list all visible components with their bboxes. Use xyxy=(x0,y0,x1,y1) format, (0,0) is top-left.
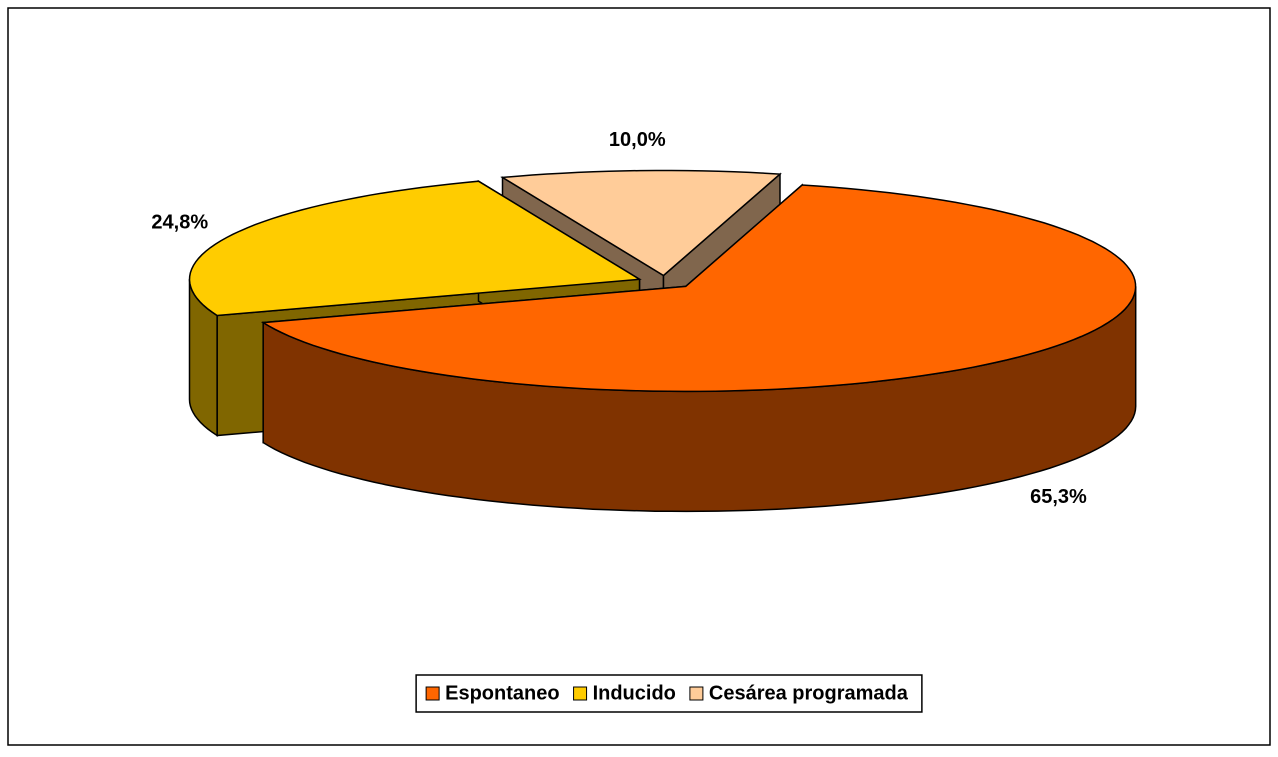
legend: Espontaneo Inducido Cesárea programada xyxy=(415,674,923,713)
slice-top xyxy=(260,184,1137,393)
legend-label: Inducido xyxy=(593,682,676,704)
data-label: 65,3% xyxy=(1030,486,1087,508)
legend-box xyxy=(415,674,923,713)
pie-slice xyxy=(260,183,1137,513)
slice-top xyxy=(500,169,782,277)
legend-swatch xyxy=(573,686,588,701)
slice-top xyxy=(188,180,642,317)
legend-label: Cesárea programada xyxy=(709,682,909,704)
data-label: 24,8% xyxy=(151,212,208,234)
legend-swatch xyxy=(689,686,704,701)
data-label: 10,0% xyxy=(609,129,666,151)
legend-swatch xyxy=(425,686,440,701)
legend-label: Espontaneo xyxy=(445,682,559,704)
